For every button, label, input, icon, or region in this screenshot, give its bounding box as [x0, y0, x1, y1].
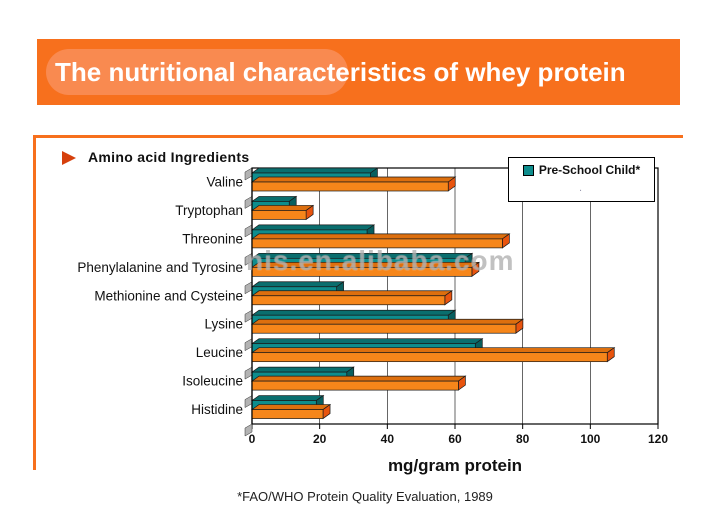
triangle-bullet-icon [62, 151, 76, 165]
x-tick-label: 60 [448, 432, 462, 446]
wall-tick [244, 395, 253, 408]
category-label: Valine [206, 175, 243, 190]
bar-top [250, 318, 524, 325]
category-label: Lysine [204, 317, 243, 332]
bar-top [250, 167, 379, 174]
wall-tick [244, 338, 253, 352]
legend-item-label: Pre-School Child* [538, 163, 641, 177]
bar-chart-svg: 0 20 40 60 80 100 120 Valine Tryptophan Threonine… [77, 167, 668, 446]
bar [251, 409, 324, 419]
bar-top [250, 281, 345, 288]
bar [251, 352, 608, 363]
legend-faded-item: . [579, 182, 583, 194]
bar-top [250, 290, 453, 297]
category-label: Leucine [196, 345, 243, 360]
category-label: Threonine [182, 231, 243, 246]
content-panel [33, 135, 683, 470]
x-tick-label: 0 [249, 432, 256, 446]
category-label: Tryptophan [175, 203, 243, 218]
bar-top [250, 366, 355, 373]
bar-top [250, 233, 511, 240]
bar [251, 380, 459, 391]
x-tick-label: 120 [648, 432, 668, 446]
bar [251, 238, 503, 249]
footnote: *FAO/WHO Protein Quality Evaluation, 198… [237, 489, 493, 504]
category-label: Isoleucine [182, 374, 243, 389]
page-title: The nutritional characteristics of whey … [55, 57, 626, 87]
bar-top [250, 176, 457, 183]
bar [251, 210, 307, 220]
bar-top [250, 347, 616, 354]
bar-top [250, 205, 315, 211]
category-label: Histidine [191, 402, 243, 417]
bar-top [250, 395, 325, 401]
category-label: Phenylalanine and Tyrosine [77, 260, 243, 275]
bar-top [250, 338, 484, 345]
bar-top [250, 261, 481, 268]
x-tick-label: 80 [516, 432, 530, 446]
title-highlight [46, 49, 348, 95]
bar [251, 323, 517, 334]
wall-tick [244, 196, 253, 209]
wall-tick [244, 167, 253, 181]
category-label: Methionine and Cysteine [94, 288, 243, 303]
wall-tick [244, 281, 253, 295]
x-tick-label: 20 [313, 432, 327, 446]
chart-legend: Pre-School Child* . [508, 157, 655, 202]
wall-tick [244, 366, 253, 380]
legend-item: Pre-School Child* [509, 163, 654, 177]
bar [251, 181, 449, 192]
bar-top [250, 404, 332, 410]
bar [251, 266, 473, 277]
section-heading: Amino acid Ingredients [88, 149, 250, 165]
wall-tick [244, 423, 253, 437]
wall-tick [244, 309, 253, 323]
bar-top [250, 224, 376, 231]
wall-tick [244, 224, 253, 238]
header-banner: The nutritional characteristics of whey … [37, 39, 680, 105]
legend-swatch-icon [522, 164, 534, 176]
x-tick-label: 100 [580, 432, 600, 446]
bar-top [250, 252, 474, 259]
bar-top [250, 375, 467, 382]
bar [251, 295, 446, 306]
x-tick-label: 40 [381, 432, 395, 446]
bar-top [250, 196, 298, 202]
wall-tick [244, 252, 253, 266]
bar-top [250, 309, 457, 316]
x-axis-label: mg/gram protein [387, 456, 523, 475]
